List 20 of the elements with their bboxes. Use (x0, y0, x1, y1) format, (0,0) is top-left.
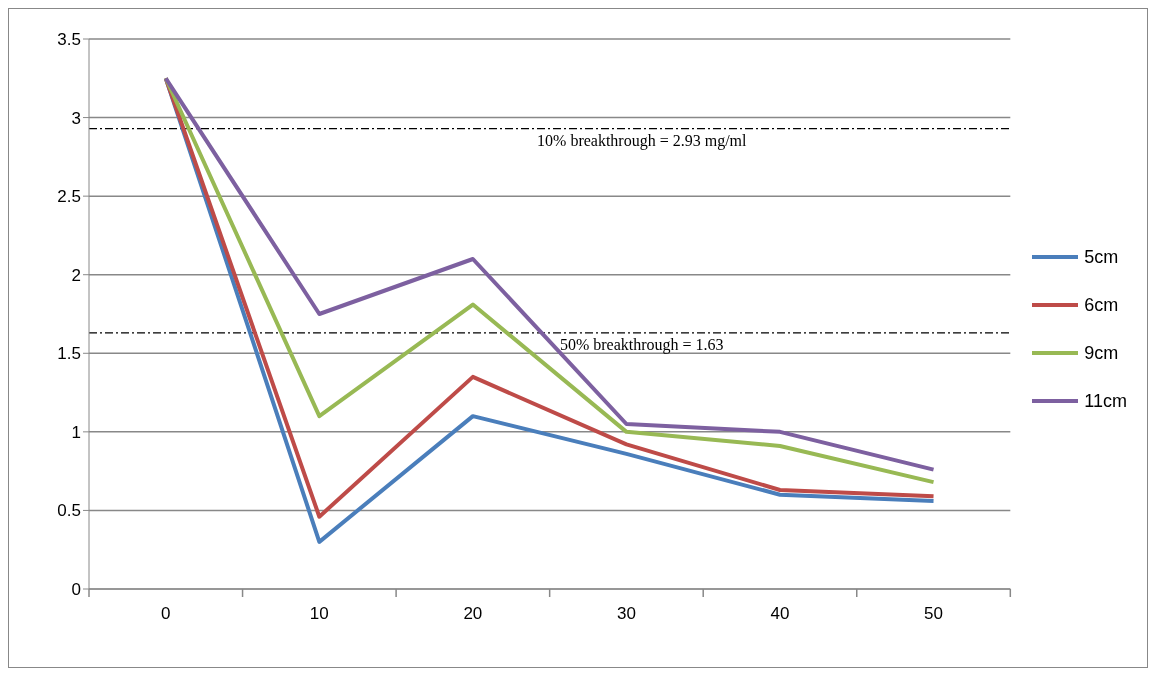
x-tick-label: 40 (770, 604, 790, 623)
ref-line-label: 10% breakthrough = 2.93 mg/ml (537, 131, 748, 150)
legend-label: 6cm (1084, 294, 1119, 316)
y-tick-label: 0.5 (57, 501, 81, 521)
ref-line-label: 50% breakthrough = 1.63 (559, 335, 724, 354)
y-tick-label: 1.5 (57, 344, 81, 364)
y-tick-label: 3.5 (57, 30, 81, 50)
x-tick-label: 0 (161, 604, 171, 623)
legend-label: 5cm (1084, 246, 1119, 268)
legend-label: 11cm (1084, 390, 1127, 412)
x-tick-label: 50 (924, 604, 943, 623)
x-tick-label: 30 (616, 604, 636, 623)
y-tick-label: 3 (71, 108, 81, 128)
y-tick-label: 0 (71, 580, 81, 600)
legend-label: 9cm (1084, 342, 1119, 364)
y-tick-label: 1 (71, 422, 81, 442)
x-tick-label: 20 (463, 604, 483, 623)
y-tick-label: 2 (71, 265, 81, 285)
x-tick-label: 10 (309, 604, 329, 623)
y-tick-label: 2.5 (57, 187, 81, 207)
